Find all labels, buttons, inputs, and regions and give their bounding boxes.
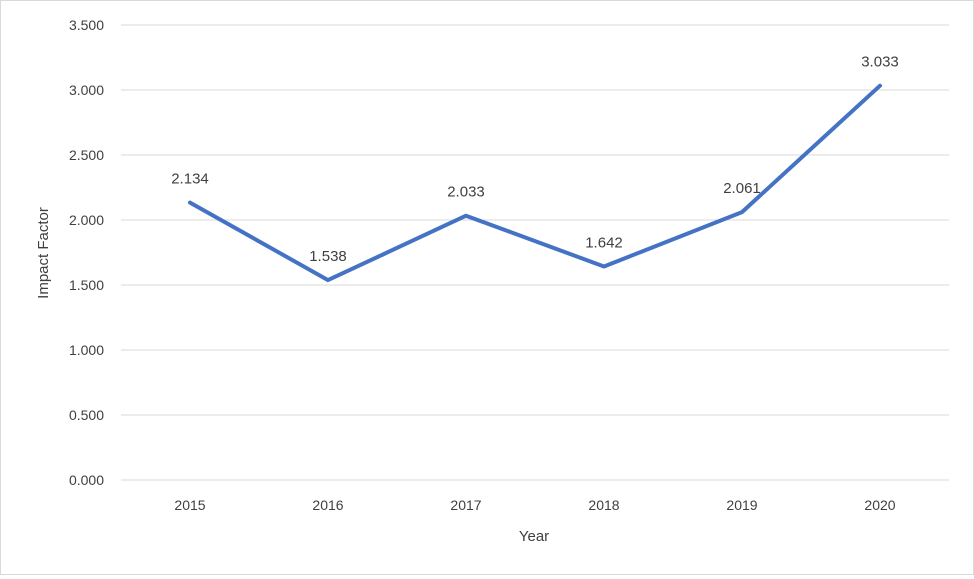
data-label: 2.134 (171, 171, 209, 188)
x-axis-tick-labels: 2015 2016 2017 2018 2019 2020 (174, 497, 895, 513)
data-label: 2.033 (447, 184, 485, 201)
data-label: 3.033 (861, 54, 899, 71)
y-tick-label: 2.000 (69, 212, 104, 228)
y-axis-tick-labels: 0.000 0.500 1.000 1.500 2.000 2.500 3.000 3.500 (69, 17, 104, 488)
y-tick-label: 0.000 (69, 472, 104, 488)
x-tick-label: 2017 (450, 497, 481, 513)
data-labels: 2.134 1.538 2.033 1.642 2.061 3.033 (171, 54, 899, 265)
series-line (188, 83, 882, 283)
y-tick-label: 3.500 (69, 17, 104, 33)
y-tick-label: 0.500 (69, 407, 104, 423)
y-axis-title: Impact Factor (35, 207, 52, 299)
x-tick-label: 2020 (864, 497, 895, 513)
series-impact-factor (188, 83, 882, 283)
data-label: 1.642 (585, 235, 623, 252)
gridlines (121, 24, 949, 481)
y-tick-label: 1.500 (69, 277, 104, 293)
x-tick-label: 2019 (726, 497, 757, 513)
y-tick-label: 3.000 (69, 82, 104, 98)
x-tick-label: 2016 (312, 497, 343, 513)
x-tick-label: 2015 (174, 497, 205, 513)
x-axis-title: Year (519, 528, 549, 545)
y-tick-label: 1.000 (69, 342, 104, 358)
y-tick-label: 2.500 (69, 147, 104, 163)
data-label: 1.538 (309, 248, 347, 265)
data-label: 2.061 (723, 180, 761, 197)
x-tick-label: 2018 (588, 497, 619, 513)
